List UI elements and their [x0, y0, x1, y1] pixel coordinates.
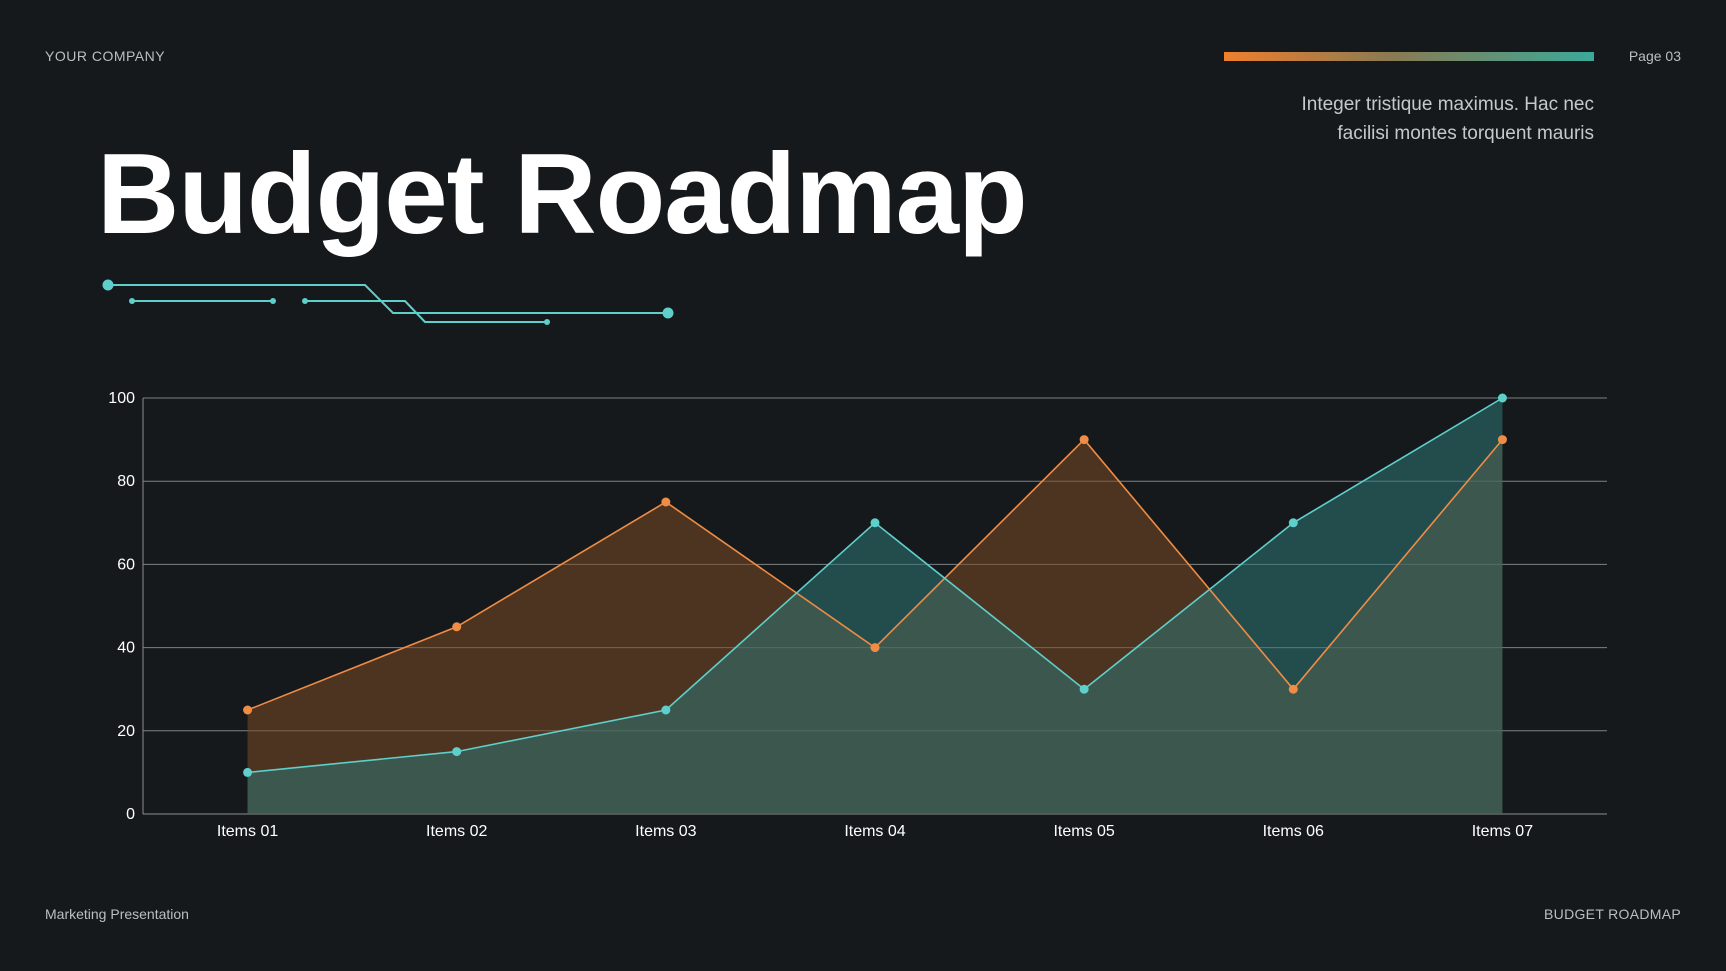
- x-axis-ticks: Items 01 Items 02 Items 03 Items 04 Items 05…: [217, 823, 1533, 840]
- page-title: Budget Roadmap: [97, 131, 1028, 258]
- y-tick-label: 100: [108, 390, 135, 407]
- x-tick-label: Items 02: [426, 823, 487, 840]
- data-point: [452, 747, 462, 757]
- data-point: [1079, 684, 1089, 694]
- series-areas: [247, 398, 1503, 814]
- footer-section-name: BUDGET ROADMAP: [1544, 906, 1681, 922]
- page-number: Page 03: [1628, 48, 1681, 64]
- series-points: [243, 393, 1507, 777]
- footer-presentation-name: Marketing Presentation: [45, 906, 189, 922]
- data-point: [661, 705, 671, 715]
- y-tick-label: 60: [117, 556, 135, 573]
- data-point: [243, 767, 253, 777]
- company-name: YOUR COMPANY: [45, 48, 166, 64]
- data-point: [1288, 518, 1298, 528]
- data-point: [1288, 684, 1298, 694]
- data-point: [1497, 393, 1507, 403]
- y-tick-label: 0: [126, 806, 135, 823]
- data-point: [661, 497, 671, 507]
- y-tick-label: 20: [117, 723, 135, 740]
- y-tick-label: 80: [117, 473, 135, 490]
- tagline-line-1: Integer tristique maximus. Hac nec: [1301, 94, 1594, 115]
- accent-gradient-bar: [1224, 52, 1594, 61]
- circuit-decoration: [102, 279, 674, 325]
- y-tick-label: 40: [117, 640, 135, 657]
- x-tick-label: Items 04: [844, 823, 905, 840]
- x-tick-label: Items 01: [217, 823, 278, 840]
- tagline-line-2: facilisi montes torquent mauris: [1337, 123, 1594, 144]
- data-point: [243, 705, 253, 715]
- data-point: [1497, 435, 1507, 445]
- y-axis-ticks: 0 20 40 60 80 100: [108, 390, 135, 823]
- data-point: [452, 622, 462, 632]
- series-area-2: [247, 398, 1503, 814]
- data-point: [870, 643, 880, 653]
- x-tick-label: Items 05: [1053, 823, 1114, 840]
- data-point: [1079, 435, 1089, 445]
- tagline: Integer tristique maximus. Hac nec facil…: [1174, 90, 1594, 148]
- data-point: [870, 518, 880, 528]
- x-tick-label: Items 07: [1472, 823, 1533, 840]
- x-tick-label: Items 03: [635, 823, 696, 840]
- x-tick-label: Items 06: [1263, 823, 1324, 840]
